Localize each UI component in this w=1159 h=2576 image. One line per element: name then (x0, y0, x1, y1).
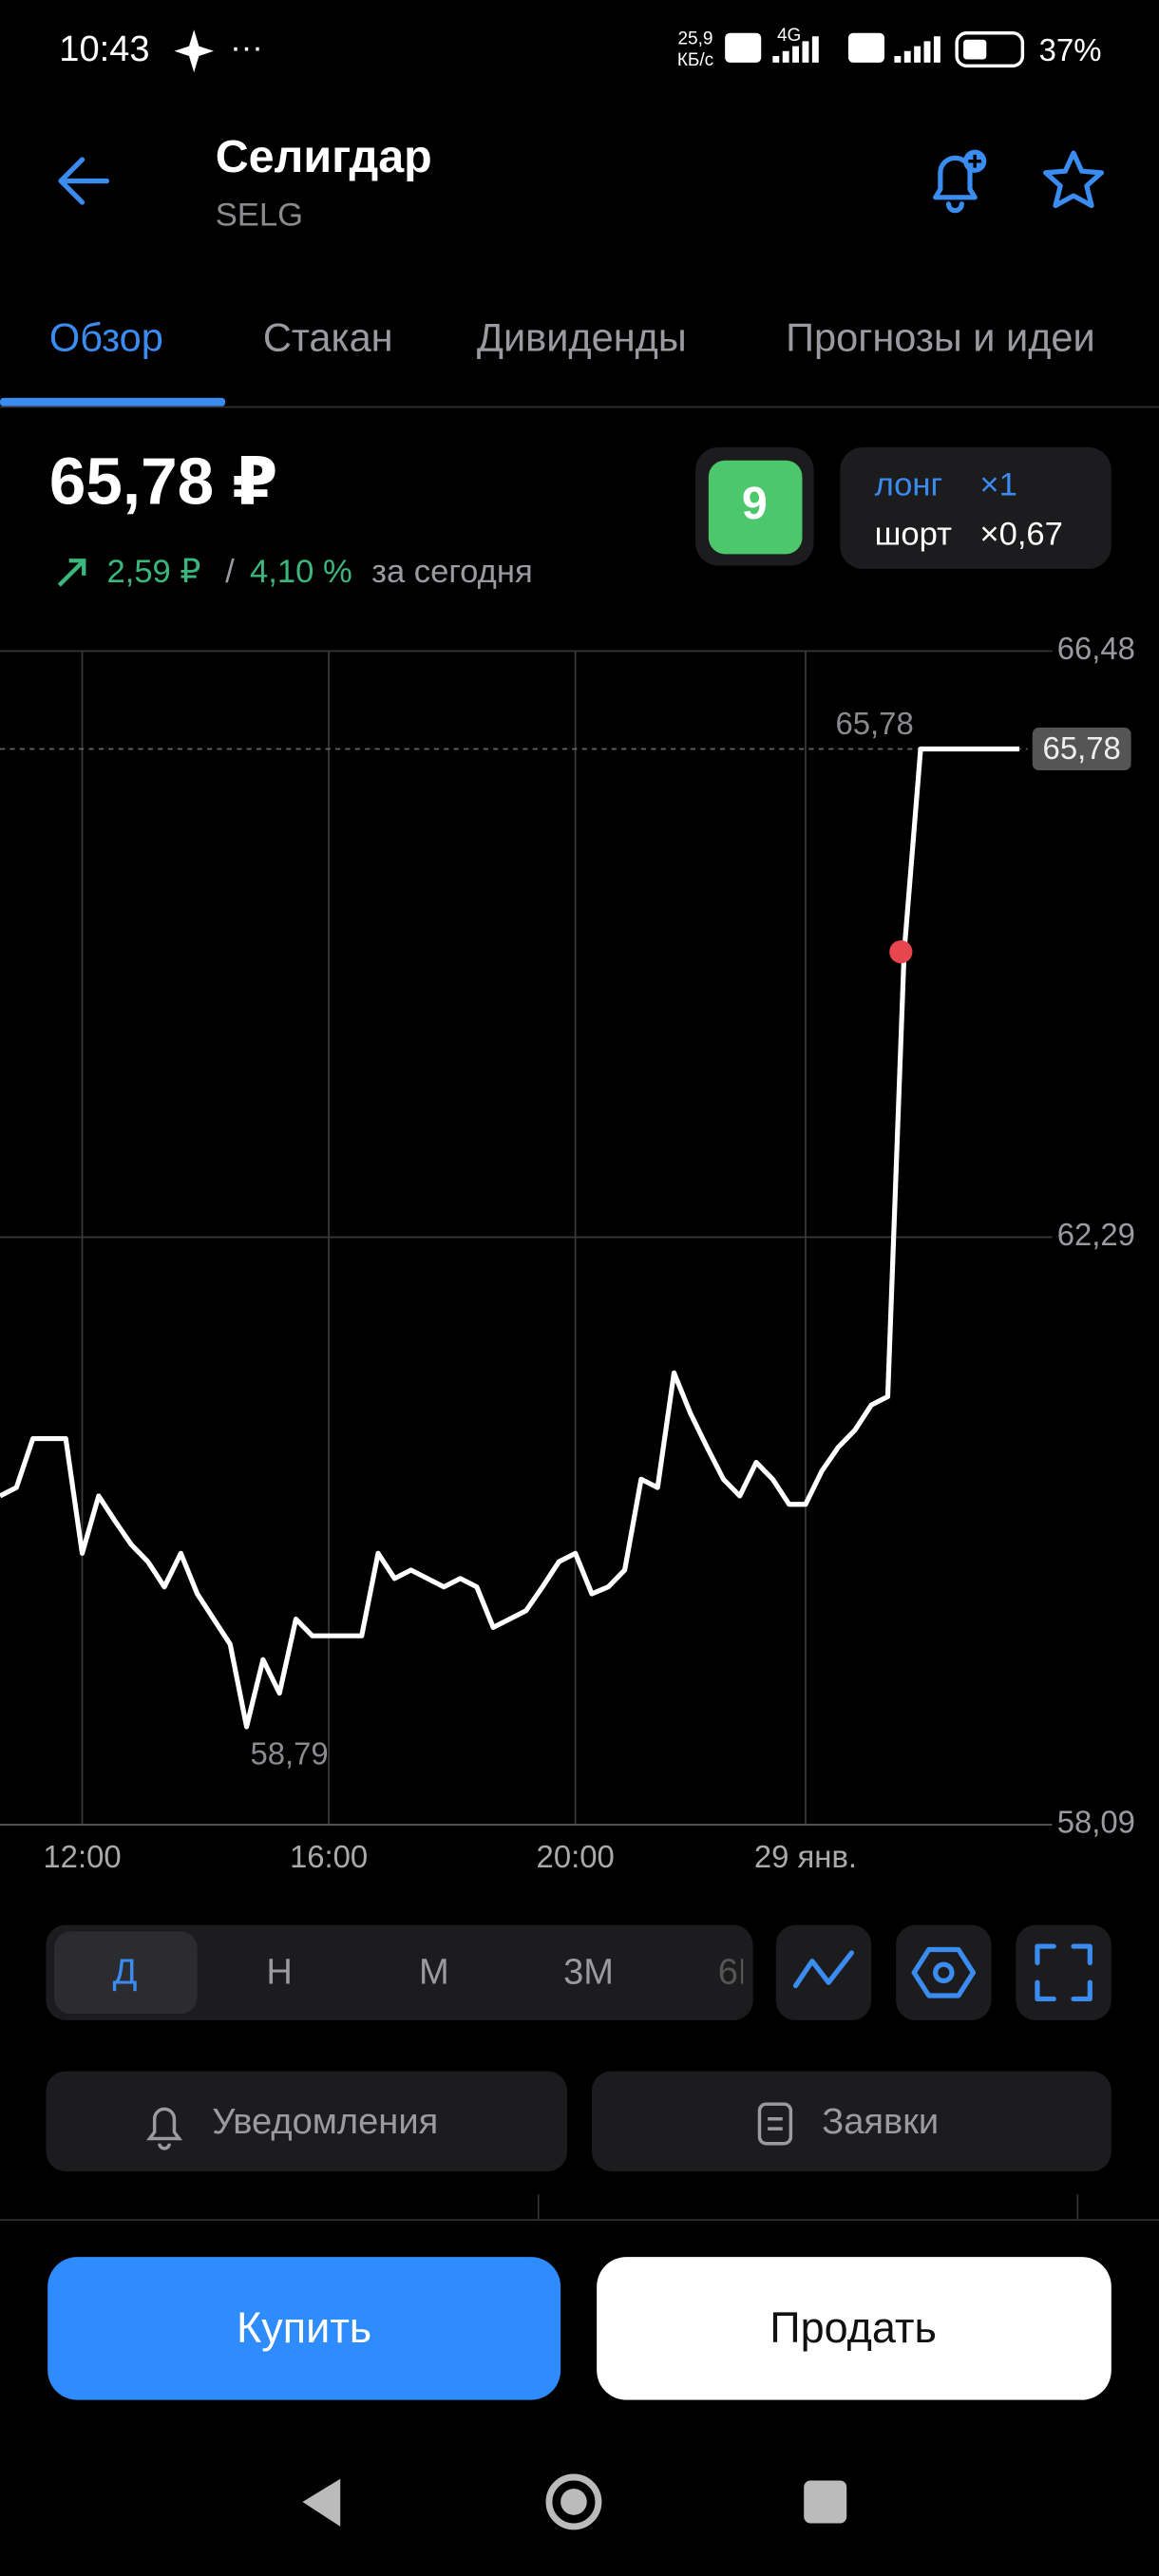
fullscreen-icon (1035, 1943, 1092, 2002)
back-button[interactable] (58, 157, 110, 205)
score: 9 (742, 478, 768, 529)
bell-icon (146, 2107, 183, 2150)
orders-label: Заявки (822, 2102, 939, 2142)
period-button[interactable]: М (419, 1953, 449, 1993)
long-label: лонг (875, 467, 943, 503)
nav-back[interactable] (302, 2478, 341, 2527)
orders-button[interactable] (591, 2071, 1112, 2172)
volte-icon (725, 32, 762, 63)
hex-icon (911, 1946, 977, 1998)
fullscreen-button[interactable] (1016, 1924, 1112, 2020)
signal-icon (772, 36, 819, 63)
y-tick-label: 62,29 (1057, 1217, 1135, 1252)
price: 65,78 ₽ (49, 445, 278, 519)
change-pct: 4,10 % (250, 554, 352, 590)
title: Селигдар (216, 131, 432, 182)
ticker: SELG (216, 198, 303, 234)
status-speed-unit: КБ/с (677, 50, 713, 70)
y-tick-label: 58,09 (1057, 1805, 1135, 1840)
hex-icon-center (933, 1961, 955, 1983)
buy-button[interactable] (48, 2257, 561, 2400)
status-time: 10:43 (59, 29, 149, 69)
status-speed: 25,9 (677, 29, 712, 49)
short-label: шорт (875, 516, 952, 552)
short-mult: ×0,67 (979, 516, 1063, 552)
tab[interactable]: Стакан (263, 314, 393, 359)
x-tick-label: 16:00 (290, 1839, 368, 1874)
long-mult: ×1 (979, 467, 1016, 503)
x-tick-label: 29 янв. (754, 1839, 857, 1874)
nav-recent[interactable] (804, 2480, 847, 2524)
up-arrow (57, 559, 86, 587)
status-battery: 37% (1039, 32, 1102, 67)
period-button[interactable]: 3М (563, 1953, 614, 1993)
battery-level (963, 39, 987, 60)
last-price-label: 65,78 (836, 706, 914, 741)
sell-label: Продать (770, 2303, 937, 2352)
separator: / (225, 554, 235, 590)
price-chart: 58,09 62,29 66,48 12:00 16:00 20:00 29 янв. 65,… (0, 631, 1135, 1874)
tab-indicator (0, 397, 226, 407)
score-badge (708, 460, 803, 555)
period-selector (46, 1924, 753, 2020)
last-price-badge (1032, 728, 1131, 771)
line-icon (792, 1950, 854, 1989)
highlight-point (889, 939, 913, 964)
tab[interactable]: Дивиденды (477, 314, 687, 359)
divider (0, 406, 1159, 408)
last-price-badge-label: 65,78 (1043, 730, 1121, 766)
tab[interactable]: Обзор (49, 314, 163, 359)
status-dots: ··· (230, 29, 263, 66)
status-icon (174, 29, 214, 73)
buy-label: Купить (237, 2303, 371, 2352)
orders-icon (757, 2102, 793, 2146)
period-button[interactable]: 6М (718, 1953, 769, 1993)
change: 2,59 ₽ (106, 554, 200, 590)
indicators-button[interactable] (896, 1924, 992, 2020)
leverage-box[interactable] (840, 446, 1112, 569)
x-tick-label: 12:00 (43, 1839, 121, 1874)
y-tick-label: 66,48 (1057, 631, 1135, 666)
battery-icon (955, 31, 1025, 68)
nav-home-dot (560, 2489, 587, 2515)
alert-button[interactable] (933, 149, 987, 214)
orders-icon-lines (768, 2117, 783, 2131)
favorite-button[interactable] (1043, 150, 1105, 209)
alerts-label: Уведомления (212, 2102, 438, 2142)
period-selected (54, 1931, 198, 2015)
min-label: 58,79 (250, 1736, 328, 1771)
x-tick-label: 20:00 (537, 1839, 615, 1874)
signal-icon (894, 36, 940, 63)
divider (537, 2194, 540, 2220)
divider (1076, 2194, 1079, 2220)
status-network: 4G (777, 26, 801, 46)
volte-icon (847, 32, 885, 63)
nav-home[interactable] (545, 2473, 602, 2530)
price-line (0, 746, 1019, 1730)
alerts-button[interactable] (46, 2071, 568, 2172)
period-button[interactable]: Д (113, 1953, 138, 1993)
period: за сегодня (371, 554, 533, 590)
tab[interactable]: Прогнозы и идеи (786, 314, 1095, 359)
period-button[interactable]: Н (266, 1953, 293, 1993)
divider (0, 2219, 1159, 2222)
sell-button[interactable] (597, 2257, 1112, 2400)
